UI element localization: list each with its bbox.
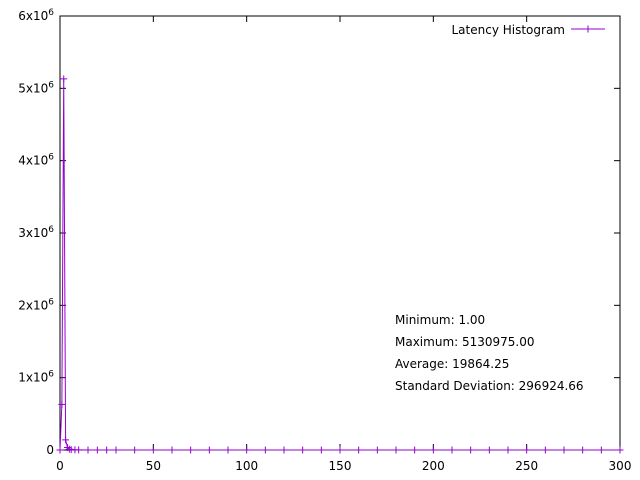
y-tick-label-base: 6x10: [18, 9, 48, 23]
y-tick-label-base: 0: [46, 443, 54, 457]
y-tick-label: 3x106: [18, 225, 54, 240]
x-tick-label: 250: [515, 459, 538, 473]
y-tick-label-base: 3x10: [18, 226, 48, 240]
legend: Latency Histogram: [452, 23, 605, 37]
data-point-marker: [62, 436, 70, 444]
data-point-marker: [168, 446, 176, 454]
data-point-marker: [448, 446, 456, 454]
annotation-stddev: Standard Deviation: 296924.66: [395, 379, 584, 393]
y-tick-label-exponent: 6: [48, 297, 54, 307]
x-tick-label: 200: [422, 459, 445, 473]
data-point-marker: [392, 446, 400, 454]
series-layer: [56, 75, 624, 454]
y-tick-label-exponent: 6: [48, 153, 54, 163]
data-point-marker: [504, 446, 512, 454]
data-point-marker: [112, 446, 120, 454]
y-tick-label: 6x106: [18, 8, 54, 23]
legend-label: Latency Histogram: [452, 23, 566, 37]
data-point-marker: [317, 446, 325, 454]
y-tick-label-exponent: 6: [48, 8, 54, 18]
data-point-marker: [93, 446, 101, 454]
data-point-marker: [411, 446, 419, 454]
data-point-marker: [60, 75, 68, 83]
data-point-marker: [103, 446, 111, 454]
data-point-marker: [336, 446, 344, 454]
data-point-marker: [373, 446, 381, 454]
data-point-marker: [485, 446, 493, 454]
data-point-marker: [280, 446, 288, 454]
data-point-marker: [224, 446, 232, 454]
y-tick-label: 2x106: [18, 297, 54, 312]
y-tick-label: 5x106: [18, 80, 54, 95]
data-point-marker: [579, 446, 587, 454]
annotation-minimum: Minimum: 1.00: [395, 313, 485, 327]
x-tick-label: 0: [56, 459, 64, 473]
y-tick-label-base: 1x10: [18, 371, 48, 385]
y-tick-label: 0: [46, 443, 54, 457]
data-point-marker: [131, 446, 139, 454]
annotation-average: Average: 19864.25: [395, 357, 509, 371]
y-tick-label-base: 2x10: [18, 298, 48, 312]
data-point-marker: [84, 446, 92, 454]
data-point-marker: [467, 446, 475, 454]
x-tick-label: 150: [329, 459, 352, 473]
data-point-marker: [523, 446, 531, 454]
x-axis-ticks: 0 50 100 150 200 250 300: [56, 16, 631, 473]
data-point-marker: [355, 446, 363, 454]
annotation-maximum: Maximum: 5130975.00: [395, 335, 535, 349]
data-point-marker: [261, 446, 269, 454]
data-point-marker: [243, 446, 251, 454]
y-tick-label-exponent: 6: [48, 80, 54, 90]
data-point-marker: [149, 446, 157, 454]
x-tick-label: 100: [235, 459, 258, 473]
data-point-marker: [205, 446, 213, 454]
stats-annotations: Minimum: 1.00 Maximum: 5130975.00 Averag…: [395, 313, 584, 393]
data-point-marker: [56, 446, 64, 454]
legend-swatch-marker: [584, 25, 592, 33]
data-point-marker: [429, 446, 437, 454]
data-point-marker: [187, 446, 195, 454]
y-tick-label-base: 4x10: [18, 154, 48, 168]
x-tick-label: 300: [609, 459, 632, 473]
x-tick-label: 50: [146, 459, 161, 473]
data-point-marker: [75, 446, 83, 454]
y-tick-label-base: 5x10: [18, 81, 48, 95]
y-tick-label-exponent: 6: [48, 225, 54, 235]
data-point-marker: [299, 446, 307, 454]
series-line: [59, 78, 620, 451]
y-tick-label-exponent: 6: [48, 370, 54, 380]
data-point-marker: [597, 446, 605, 454]
y-tick-label: 4x106: [18, 153, 54, 168]
data-point-marker: [560, 446, 568, 454]
data-point-marker: [616, 446, 624, 454]
y-tick-label: 1x106: [18, 370, 54, 385]
data-point-marker: [58, 400, 66, 408]
data-point-marker: [541, 446, 549, 454]
